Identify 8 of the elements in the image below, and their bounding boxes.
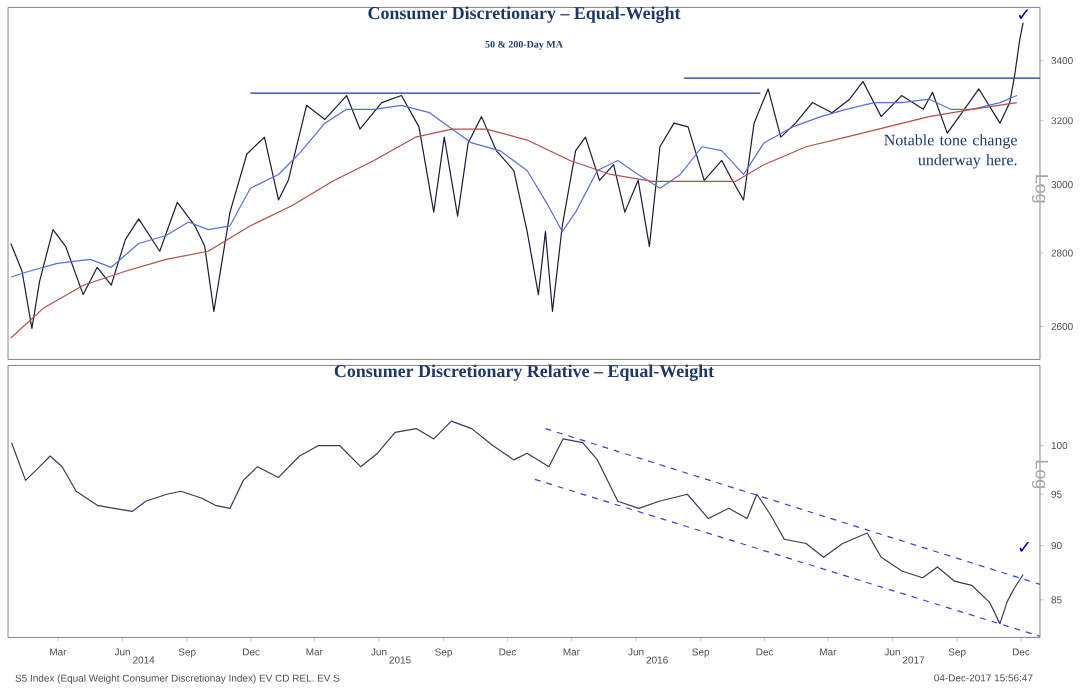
- y-axis-title: Log: [1031, 175, 1049, 203]
- annotation: ✓: [1019, 542, 1029, 552]
- chart-title: Consumer Discretionary Relative – Equal-Weight: [334, 364, 715, 382]
- annotation: ✓: [1019, 9, 1029, 20]
- line-series: [10, 22, 1024, 330]
- y-axis-title: Log: [1031, 461, 1049, 489]
- line-series: [10, 95, 1018, 278]
- chart-title: Consumer Discretionary – Equal-Weight: [368, 6, 681, 24]
